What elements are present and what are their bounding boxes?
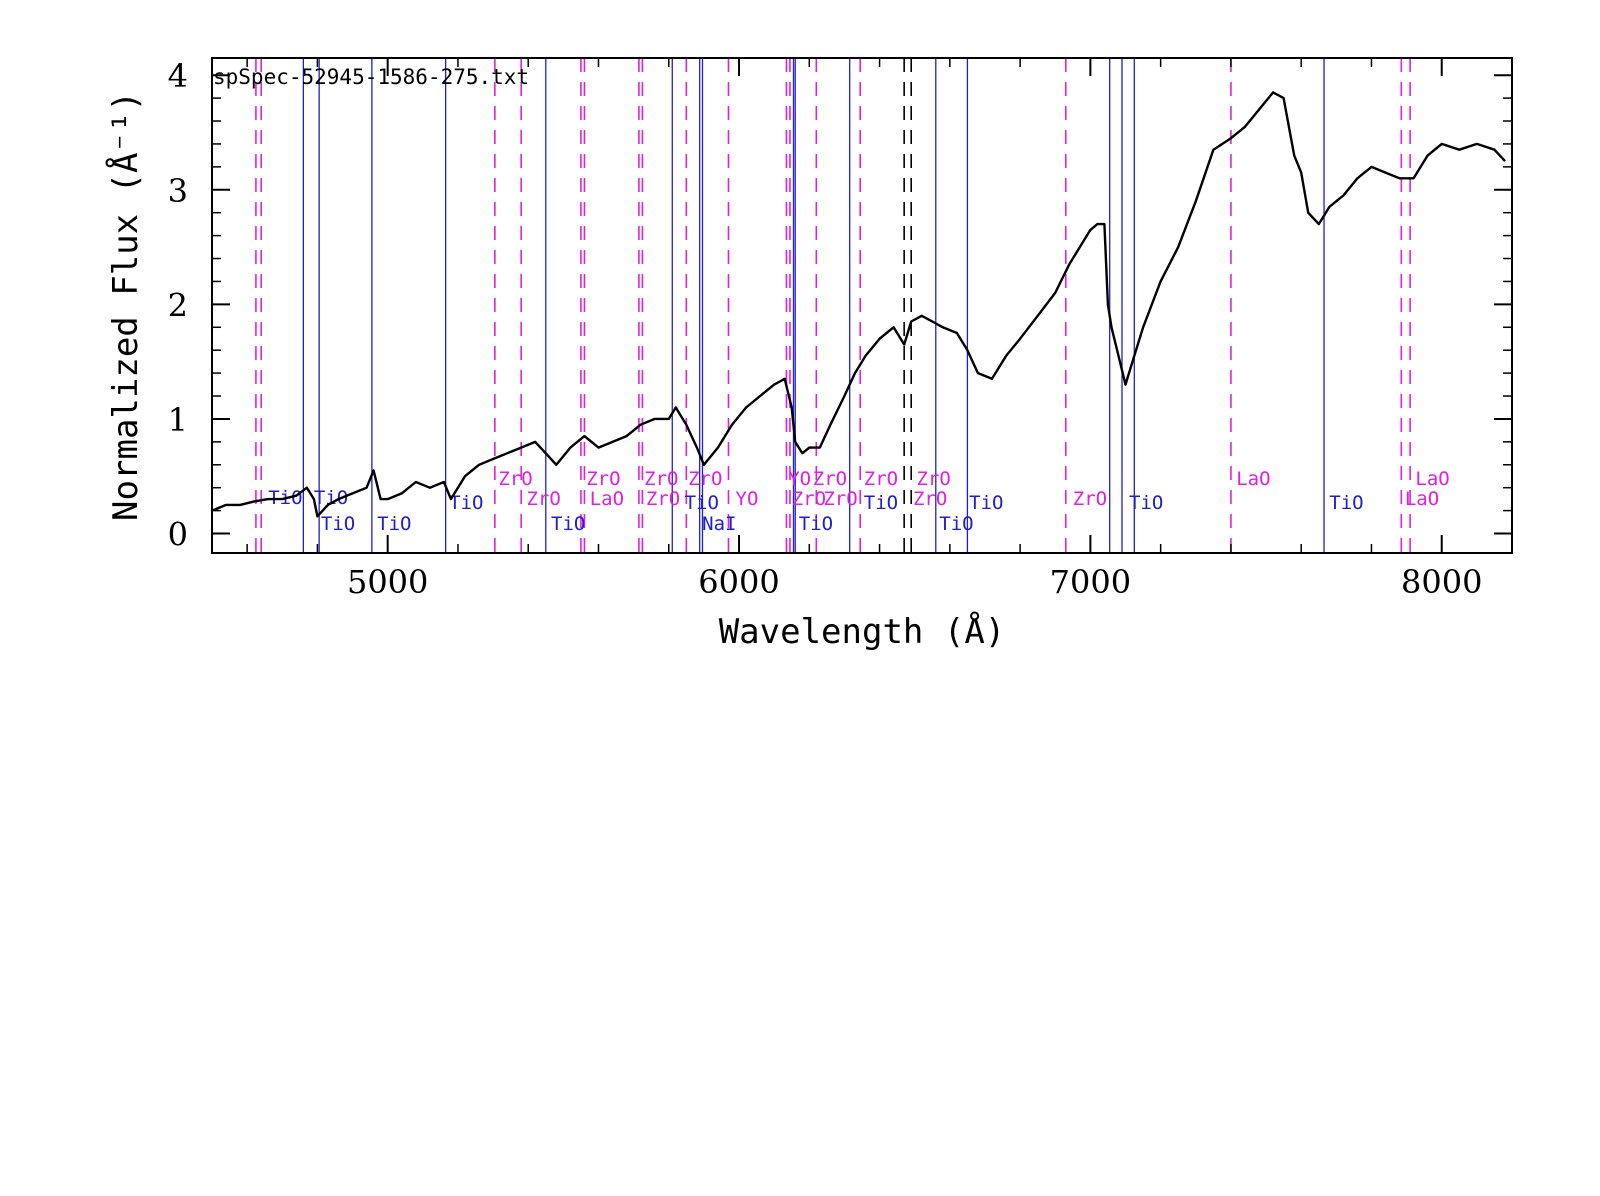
x-tick-label: 5000 xyxy=(347,563,428,601)
y-tick-label: 2 xyxy=(168,286,188,324)
y-tick-label: 1 xyxy=(168,401,188,439)
line-label-tio: TiO xyxy=(969,492,1003,514)
x-tick-label: 7000 xyxy=(1050,563,1131,601)
line-label-lao: LaO xyxy=(1236,468,1270,490)
line-label-tio: TiO xyxy=(321,513,355,535)
line-label-tio: TiO xyxy=(551,513,585,535)
line-label-zro: ZrO xyxy=(526,488,560,510)
line-label-tio: TiO xyxy=(449,492,483,514)
y-tick-label: 0 xyxy=(168,516,188,554)
line-label-lao: LaO xyxy=(590,488,624,510)
line-label-nai: NaI xyxy=(702,513,736,535)
line-label-zro: ZrO xyxy=(916,468,950,490)
line-label-tio: TiO xyxy=(939,513,973,535)
plot-frame xyxy=(211,57,1513,554)
y-axis-title: Normalized Flux (Å⁻¹) xyxy=(105,91,146,521)
line-label-zro: ZrO xyxy=(1073,488,1107,510)
line-label-zro: ZrO xyxy=(644,468,678,490)
line-label-zro: ZrO xyxy=(586,468,620,490)
line-label-tio: TiO xyxy=(1129,492,1163,514)
line-label-lao: LaO xyxy=(1405,488,1439,510)
line-label-yo: YO xyxy=(736,488,759,510)
x-tick-label: 8000 xyxy=(1401,563,1482,601)
line-label-zro: ZrO xyxy=(864,468,898,490)
line-label-zro: ZrO xyxy=(823,488,857,510)
axis-ticks: 5000 6000 7000 8000 0 1 2 3 4 xyxy=(168,57,1513,601)
file-label: spSpec-52945-1586-275.txt xyxy=(213,65,529,89)
y-tick-label: 3 xyxy=(168,172,188,210)
line-label-tio: TiO xyxy=(377,513,411,535)
line-label-zro: ZrO xyxy=(913,488,947,510)
line-label-tio: TiO xyxy=(685,492,719,514)
spectrum-line xyxy=(211,91,1506,518)
line-label-tio: TiO xyxy=(314,487,348,509)
y-tick-label: 4 xyxy=(168,57,188,95)
line-label-zro: ZrO xyxy=(688,468,722,490)
line-label-yo: YO xyxy=(788,468,811,490)
line-label-zro: ZrO xyxy=(646,488,680,510)
line-label-tio: TiO xyxy=(864,492,898,514)
x-axis-title: Wavelength (Å) xyxy=(719,611,1006,652)
line-label-tio: TiO xyxy=(799,513,833,535)
spectrum-series xyxy=(211,91,1506,518)
line-label-zro: ZrO xyxy=(498,468,532,490)
line-label-tio: TiO xyxy=(1329,492,1363,514)
spectral-line-markers xyxy=(255,58,1411,553)
line-label-zro: ZrO xyxy=(792,488,826,510)
line-label-zro: ZrO xyxy=(813,468,847,490)
x-tick-label: 6000 xyxy=(698,563,779,601)
line-label-lao: LaO xyxy=(1415,468,1449,490)
